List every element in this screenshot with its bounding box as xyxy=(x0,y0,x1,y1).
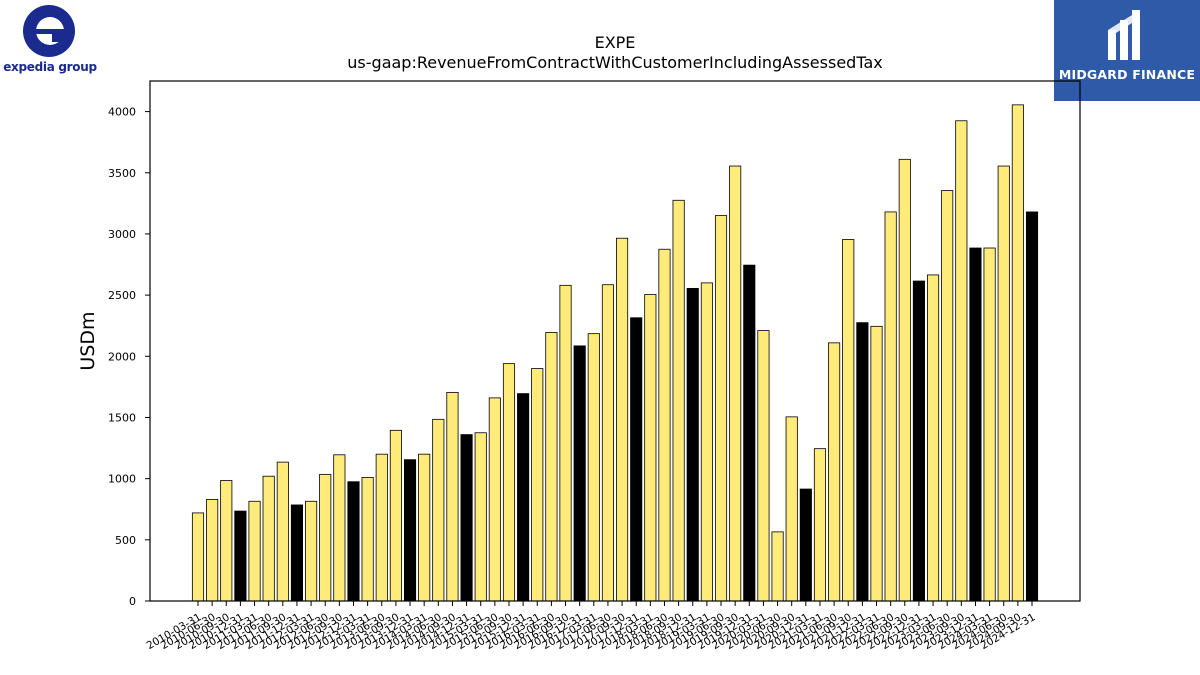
bar-2023-06-30 xyxy=(941,190,954,602)
expedia-group-logo: expedia group xyxy=(0,0,100,85)
bar-2016-06-30 xyxy=(545,332,558,602)
bar-2011-03-31 xyxy=(248,500,261,602)
bar-2013-06-30 xyxy=(375,453,388,602)
bar-2020-03-31 xyxy=(757,330,770,602)
y-tick-label: 3500 xyxy=(108,167,136,180)
y-tick-label: 4000 xyxy=(108,106,136,119)
bar-2017-12-31 xyxy=(630,317,643,602)
bar-2017-06-30 xyxy=(601,284,614,602)
bar-2018-06-30 xyxy=(658,248,671,602)
bar-2021-09-30 xyxy=(842,239,855,602)
expedia-logo-icon xyxy=(23,5,75,57)
y-axis-label: USDm xyxy=(77,311,99,370)
bar-2019-12-31 xyxy=(743,264,756,602)
bar-2016-03-31 xyxy=(531,368,544,602)
bar-2016-09-30 xyxy=(559,284,572,602)
bar-2011-06-30 xyxy=(262,475,275,602)
bar-2012-12-31 xyxy=(347,481,360,602)
bar-2016-12-31 xyxy=(573,345,586,602)
midgard-finance-logo: MIDGARD FINANCE xyxy=(1054,0,1200,101)
bar-2023-12-31 xyxy=(969,247,982,602)
bar-2024-06-30 xyxy=(997,165,1010,602)
bar-2013-03-31 xyxy=(361,477,374,602)
bar-2015-12-31 xyxy=(517,393,530,602)
chart-title: EXPE xyxy=(595,33,636,52)
expedia-group-wordmark: expedia group xyxy=(3,60,97,74)
y-tick-label: 500 xyxy=(115,534,136,547)
bar-2017-03-31 xyxy=(587,333,600,602)
y-axis: 0 500 1000 1500 2000 2500 3000 3500 4000 xyxy=(108,106,150,608)
bar-2014-09-30 xyxy=(446,391,459,602)
bar-2011-12-31 xyxy=(290,504,304,602)
bar-2013-09-30 xyxy=(389,429,402,602)
bar-2024-03-31 xyxy=(983,247,996,602)
bar-2014-03-31 xyxy=(418,453,431,602)
bar-2024-09-30 xyxy=(1011,104,1024,602)
bar-2015-06-30 xyxy=(488,397,501,602)
bar-2023-03-31 xyxy=(927,274,940,602)
y-tick-label: 1500 xyxy=(108,411,136,424)
bar-2022-09-30 xyxy=(898,158,911,602)
bar-2010-06-30 xyxy=(206,499,219,602)
bar-2013-12-31 xyxy=(403,459,417,602)
bar-2019-06-30 xyxy=(714,215,728,602)
bar-2022-06-30 xyxy=(884,211,897,602)
y-tick-label: 2500 xyxy=(108,289,136,302)
bar-2018-03-31 xyxy=(644,294,657,602)
bar-2012-09-30 xyxy=(333,454,346,602)
bar-2014-06-30 xyxy=(432,418,445,602)
bar-2010-09-30 xyxy=(220,480,233,602)
bar-2021-03-31 xyxy=(813,448,827,602)
chart-subtitle: us-gaap:RevenueFromContractWithCustomerI… xyxy=(347,53,882,72)
plot-frame xyxy=(149,80,1081,602)
bar-2020-09-30 xyxy=(785,416,798,602)
x-axis: 2010-03-312010-06-302010-09-302010-12-31… xyxy=(145,601,1038,652)
bar-2014-12-31 xyxy=(460,434,473,602)
bar-2015-03-31 xyxy=(474,432,487,602)
bar-2012-03-31 xyxy=(305,500,318,602)
y-tick-label: 0 xyxy=(129,595,136,608)
bar-2019-09-30 xyxy=(729,165,742,602)
bar-2020-12-31 xyxy=(799,488,812,602)
midgard-finance-wordmark: MIDGARD FINANCE xyxy=(1058,67,1196,82)
bar-2010-12-31 xyxy=(234,510,247,602)
bar-2010-03-31 xyxy=(191,512,205,602)
bar-2018-09-30 xyxy=(672,199,685,602)
bar-2023-09-30 xyxy=(955,120,968,602)
bar-2022-12-31 xyxy=(912,280,925,602)
bar-2024-12-31 xyxy=(1025,211,1039,602)
y-tick-label: 1000 xyxy=(108,473,136,486)
bar-2021-12-31 xyxy=(856,322,869,602)
bar-2022-03-31 xyxy=(870,325,883,602)
bar-2015-09-30 xyxy=(502,363,516,602)
bar-2011-09-30 xyxy=(276,461,289,602)
y-tick-label: 3000 xyxy=(108,228,136,241)
y-tick-label: 2000 xyxy=(108,350,136,363)
bar-2020-06-30 xyxy=(771,531,784,602)
midgard-logo-icon xyxy=(1108,10,1140,60)
bar-2017-09-30 xyxy=(616,237,629,602)
bar-2019-03-31 xyxy=(700,282,713,602)
bars-group xyxy=(191,104,1039,602)
bar-2012-06-30 xyxy=(319,473,332,602)
bar-2021-06-30 xyxy=(828,342,841,602)
bar-2018-12-31 xyxy=(686,287,699,602)
